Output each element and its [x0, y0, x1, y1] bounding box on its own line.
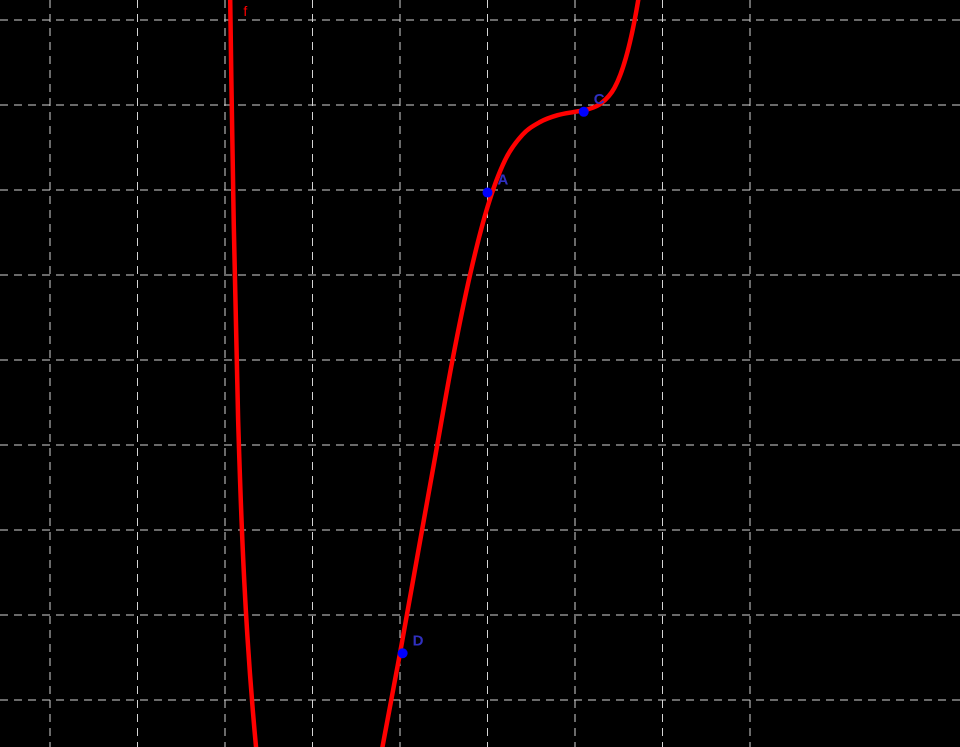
point-label-a: A	[498, 172, 509, 189]
point-c	[579, 107, 589, 117]
point-a	[483, 188, 493, 198]
point-label-d: D	[413, 632, 424, 649]
function-plot: fABCD	[0, 0, 960, 747]
point-d	[398, 648, 408, 658]
point-label-c: C	[594, 91, 605, 108]
plot-svg: fABCD	[0, 0, 960, 747]
plot-background	[0, 0, 960, 747]
function-label: f	[243, 3, 247, 19]
